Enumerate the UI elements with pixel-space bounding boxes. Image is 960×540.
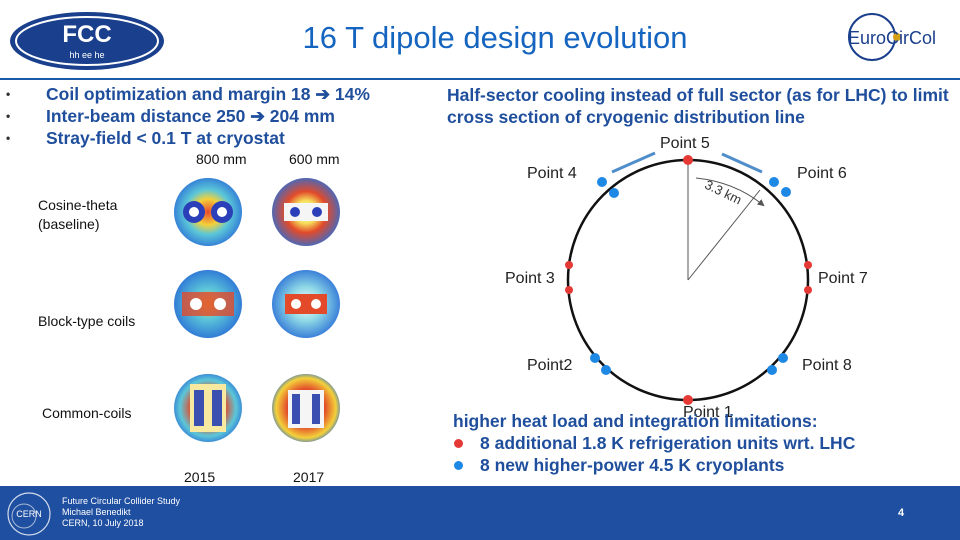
arc-arrow [695, 177, 765, 207]
footer-date: CERN, 10 July 2018 [62, 518, 144, 528]
footer-study: Future Circular Collider Study [62, 496, 181, 506]
point6-marker [769, 177, 791, 197]
page-number: 4 [897, 507, 905, 519]
fcc-logo-subtext: hh ee he [69, 50, 104, 60]
magnet-block-2017 [272, 270, 340, 338]
footer-author: Michael Benedikt [62, 507, 131, 517]
row-label-block-type: Block-type coils [38, 313, 136, 329]
label-point3: Point 3 [505, 270, 555, 287]
heat-item-refrigeration: 8 additional 1.8 K refrigeration units w… [453, 432, 953, 454]
bullet-coil-optimization: Coil optimization and margin 18 ➔ 14% [6, 83, 430, 105]
label-point8: Point 8 [802, 357, 852, 374]
magnet-cos-theta-2017 [272, 178, 340, 246]
magnet-common-coil-2015 [174, 374, 242, 442]
bullet-stray-field: Stray-field < 0.1 T at cryostat [6, 127, 430, 149]
arc-segment-left [611, 151, 656, 174]
left-bullet-list: Coil optimization and margin 18 ➔ 14% In… [6, 83, 430, 149]
cooling-text: Half-sector cooling instead of full sect… [447, 85, 949, 127]
magnet-common-coil-2017 [272, 374, 340, 442]
year-label-2015: 2015 [184, 469, 216, 485]
header-divider [0, 78, 960, 80]
footer-bar [0, 486, 960, 540]
footer-text: Future Circular Collider Study Michael B… [62, 496, 180, 529]
heat-item-refrigeration-text: 8 additional 1.8 K refrigeration units w… [480, 433, 856, 453]
point1-marker [683, 395, 693, 405]
distance-label: 3.3 km [702, 177, 744, 208]
fcc-ring-diagram: Point 5 Point 4 Point 6 Point 3 Point 7 … [505, 135, 868, 421]
year-label-2017: 2017 [293, 469, 325, 485]
heat-item-cryoplants-text: 8 new higher-power 4.5 K cryoplants [480, 455, 785, 475]
cern-logo-text: CERN [16, 509, 42, 519]
heat-item-cryoplants: 8 new higher-power 4.5 K cryoplants [453, 454, 953, 476]
fcc-logo-text: FCC [62, 21, 111, 48]
label-point1: Point 1 [683, 404, 733, 421]
label-point7: Point 7 [818, 270, 868, 287]
heat-item-dot-red [454, 439, 463, 448]
label-point2: Point2 [527, 357, 572, 374]
col-label-600mm: 600 mm [289, 151, 340, 167]
magnet-block-2015 [174, 270, 242, 338]
eurocircol-logo-text: EuroCirCol [848, 28, 936, 48]
heat-load-block: higher heat load and integration limitat… [453, 410, 953, 476]
point4-marker [597, 177, 619, 198]
row-label-cosine-theta: Cosine-theta (baseline) [38, 197, 118, 232]
point5-marker [683, 155, 693, 165]
label-point6: Point 6 [797, 165, 847, 182]
heat-load-title: higher heat load and integration limitat… [453, 411, 818, 431]
label-point5: Point 5 [660, 135, 710, 152]
cern-logo: CERN [7, 492, 51, 536]
point2-marker [590, 353, 611, 375]
radius-line-diagonal [687, 189, 761, 281]
eurocircol-logo: EuroCirCol [848, 13, 936, 61]
magnet-cos-theta-2015 [174, 178, 242, 246]
arc-segment-right [721, 152, 763, 174]
point8-marker [767, 353, 788, 375]
label-point4: Point 4 [527, 165, 577, 182]
heat-item-dot-blue [454, 461, 463, 470]
fcc-logo: FCC hh ee he [10, 12, 164, 70]
row-label-common-coils: Common-coils [42, 405, 132, 421]
bullet-inter-beam-distance: Inter-beam distance 250 ➔ 204 mm [6, 105, 430, 127]
page-title: 16 T dipole design evolution [302, 20, 688, 55]
col-label-800mm: 800 mm [196, 151, 247, 167]
point7-marker [804, 261, 812, 294]
point3-marker [565, 261, 573, 294]
